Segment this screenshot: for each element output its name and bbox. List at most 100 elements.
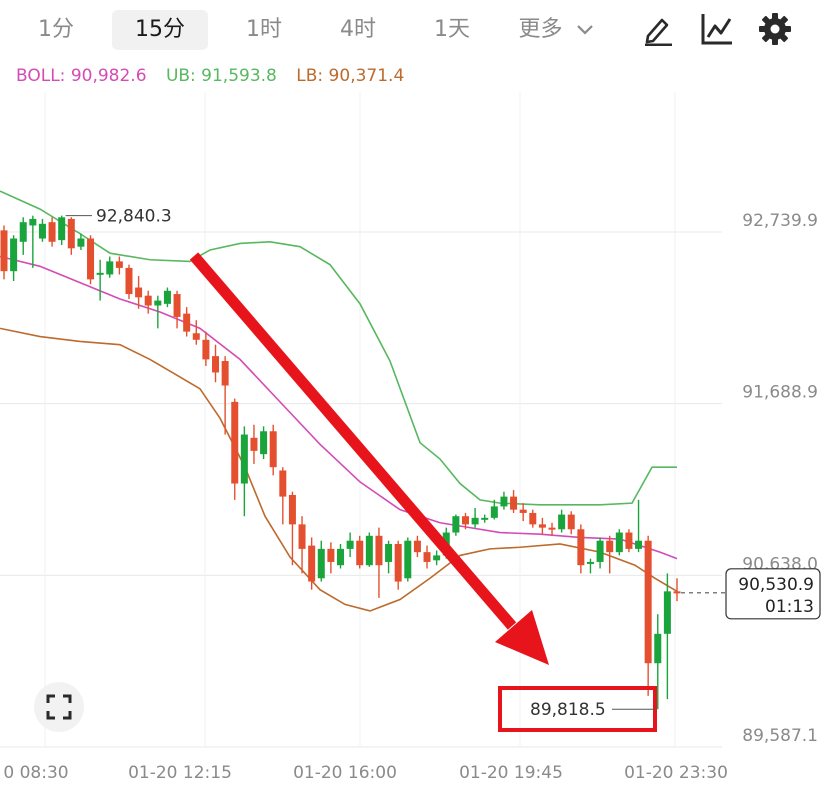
candle-body	[250, 437, 258, 451]
candle-body	[471, 517, 479, 525]
candle-body	[77, 238, 85, 247]
tab-1min[interactable]: 1分	[38, 17, 74, 42]
candle	[548, 522, 556, 536]
candle-body	[481, 517, 489, 520]
trend-arrow-head	[495, 610, 549, 665]
candle-body	[48, 222, 56, 242]
x-tick-label: 01-20 16:00	[293, 763, 397, 783]
ub-value: UB: 91,593.8	[165, 66, 277, 86]
candle-body	[413, 540, 421, 553]
candle	[606, 535, 614, 574]
candle-body	[240, 434, 248, 484]
indicator-chart-icon[interactable]	[700, 12, 734, 46]
candle-body	[577, 529, 585, 566]
candle-body	[115, 261, 123, 268]
candle	[413, 535, 421, 558]
candle	[240, 426, 248, 517]
candle-body	[567, 514, 575, 530]
y-tick-label: 91,688.9	[742, 383, 818, 403]
candle	[38, 218, 46, 242]
boll-mid-line	[0, 255, 678, 560]
candle-body	[279, 470, 287, 497]
trend-arrow-shaft	[189, 252, 517, 630]
candle-body	[500, 496, 508, 507]
candle-body	[317, 548, 325, 579]
draw-pen-icon[interactable]	[640, 12, 674, 47]
candle	[250, 424, 258, 464]
candle	[567, 511, 575, 535]
candle-body	[404, 540, 412, 579]
candle-body	[356, 540, 364, 566]
candle	[279, 467, 287, 525]
candle	[529, 509, 537, 528]
candle-body	[644, 540, 652, 664]
candle-body	[625, 532, 633, 549]
lb-value: LB: 90,371.4	[296, 66, 405, 86]
candle-body	[673, 591, 681, 594]
candle	[221, 356, 229, 435]
candle-body	[385, 543, 393, 562]
candle-body	[67, 218, 75, 249]
candle	[346, 532, 354, 558]
tab-4hour[interactable]: 4时	[340, 17, 376, 42]
candle	[183, 307, 191, 337]
ub-band-line	[0, 190, 677, 506]
candle-body	[269, 431, 277, 468]
candle-body	[58, 217, 66, 241]
candle	[625, 529, 633, 553]
candle-body	[202, 339, 210, 360]
tab-1hour[interactable]: 1时	[246, 17, 282, 42]
candle-body	[538, 524, 546, 528]
candle-body	[29, 218, 37, 226]
tab-15min[interactable]: 15分	[112, 10, 208, 50]
gear-icon[interactable]	[758, 12, 792, 46]
candle	[538, 517, 546, 535]
candle	[154, 295, 162, 329]
candle-body	[308, 545, 316, 582]
candle	[288, 491, 296, 566]
candle-body	[96, 272, 104, 275]
candle-body	[221, 361, 229, 386]
y-tick-label: 89,587.1	[742, 726, 818, 746]
candle	[663, 573, 671, 700]
candle	[452, 514, 460, 536]
candle	[433, 550, 441, 566]
candle	[29, 215, 37, 268]
candle	[337, 543, 344, 569]
candle-body	[288, 494, 296, 525]
candle-body	[154, 300, 162, 306]
x-tick-label: 01-20 12:15	[128, 763, 232, 783]
candle	[260, 426, 268, 460]
candle	[317, 540, 325, 582]
candle	[644, 535, 652, 696]
candle	[106, 256, 114, 278]
more-dropdown[interactable]: 更多	[506, 10, 606, 50]
candle	[173, 290, 181, 329]
candle	[481, 514, 489, 523]
candle	[212, 344, 220, 383]
candle	[471, 508, 479, 528]
candle-body	[654, 633, 662, 664]
candle-body	[38, 223, 46, 239]
candle	[135, 276, 143, 309]
candle	[192, 320, 200, 345]
candle-body	[510, 496, 518, 510]
fullscreen-button[interactable]	[34, 682, 84, 732]
candle-countdown: 01:13	[765, 597, 814, 617]
candle-body	[183, 313, 191, 332]
lb-band-line	[0, 327, 678, 612]
candle-body	[346, 540, 354, 549]
tab-1day[interactable]: 1天	[434, 17, 470, 42]
last-price-box	[725, 568, 821, 620]
candle-body	[452, 516, 460, 533]
candle-body	[144, 295, 152, 306]
candle	[77, 233, 85, 250]
candle	[144, 290, 152, 314]
candle	[558, 509, 566, 533]
candle	[404, 537, 412, 582]
low-price-label: 89,818.5	[530, 700, 606, 720]
candle-body	[231, 401, 239, 484]
high-price-label: 92,840.3	[96, 207, 172, 227]
candle	[163, 287, 171, 308]
